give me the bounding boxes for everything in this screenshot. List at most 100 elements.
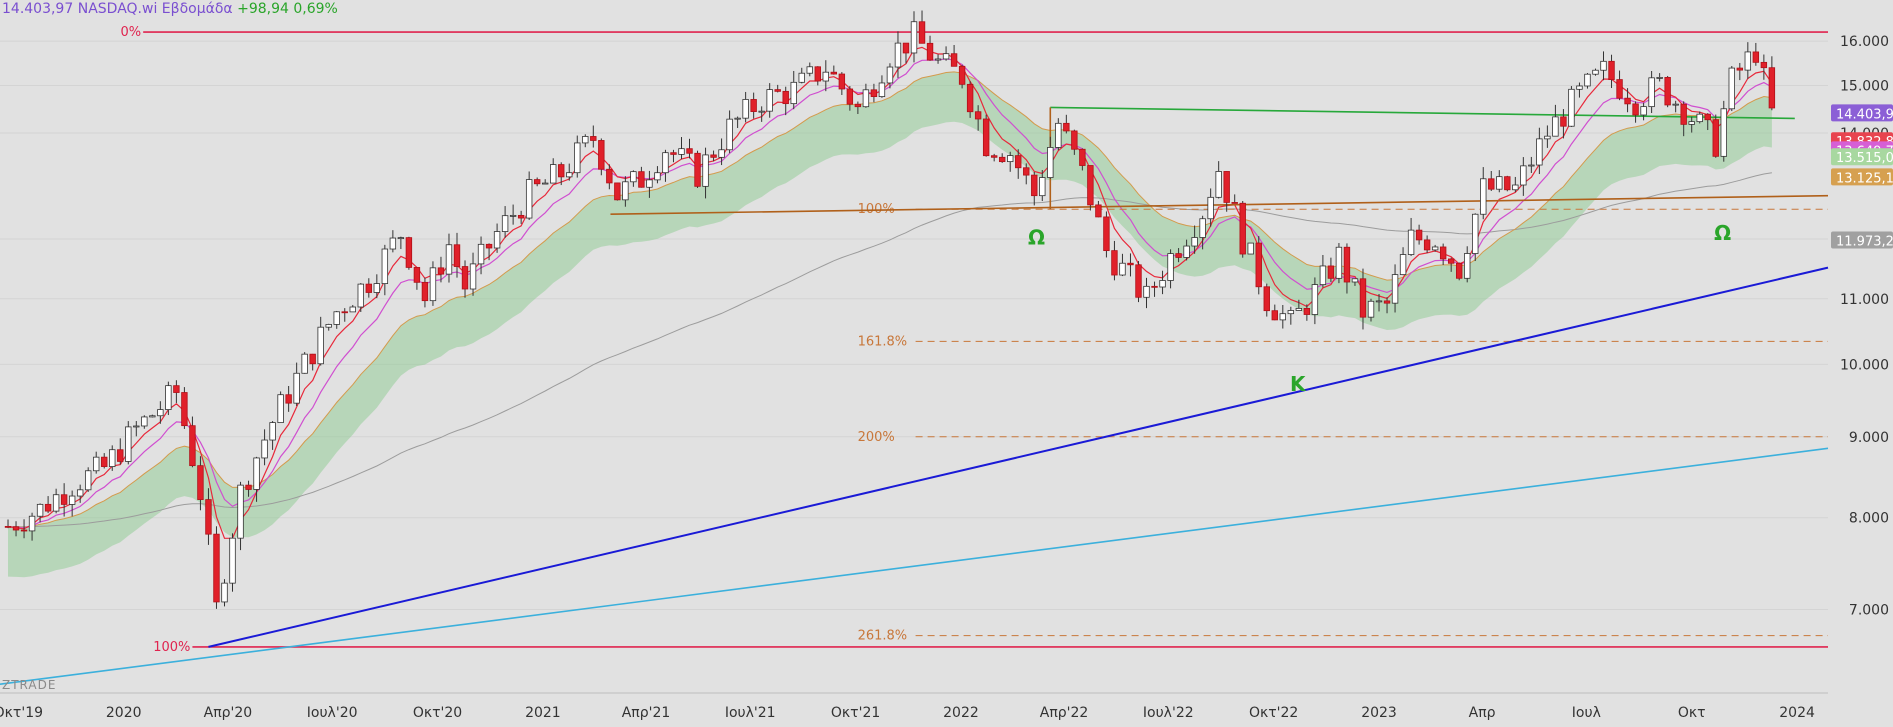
candle-body (1736, 67, 1744, 71)
candle-body (1688, 121, 1695, 125)
fib-level-label: 0% (121, 25, 142, 40)
candle-body (533, 179, 541, 185)
candle-body (1367, 300, 1375, 318)
candle-body (1472, 213, 1479, 254)
candle-body (1464, 253, 1471, 279)
candle-body (1191, 237, 1198, 247)
candle-body (389, 237, 397, 250)
candle-body (237, 484, 244, 539)
candle-body (469, 263, 477, 290)
candle-body (413, 267, 421, 283)
candle-body (582, 136, 589, 144)
candle-body (60, 494, 68, 505)
candle-body (1103, 216, 1110, 252)
candle-body (44, 503, 52, 512)
candle-body (1247, 242, 1254, 255)
candle-body (598, 140, 605, 170)
candle-body (1752, 51, 1760, 63)
candle-body (814, 66, 821, 82)
candle-body (1023, 167, 1030, 176)
pattern-label: Ω (1028, 226, 1045, 250)
candle-body (1351, 278, 1359, 283)
trendline-green-resistance (1050, 106, 1795, 120)
candle-body (782, 90, 789, 105)
x-tick-label: 2023 (1361, 705, 1397, 721)
candle-body (1568, 88, 1575, 127)
candle-body (622, 181, 629, 201)
candle-body (1744, 51, 1752, 71)
candle-body (1127, 262, 1134, 266)
candle-body (261, 439, 268, 459)
candle-body (36, 503, 44, 517)
candle-body (1431, 246, 1439, 251)
candle-body (1279, 313, 1287, 321)
candle-body (245, 484, 252, 490)
candle-body (846, 88, 854, 105)
x-tick-label: Ιουλ'22 (1143, 705, 1194, 721)
candle-body (1119, 262, 1126, 276)
candle-body (1183, 245, 1190, 258)
candle-body (1015, 155, 1022, 169)
candle-body (1143, 285, 1150, 298)
candle-body (1071, 130, 1078, 150)
candle-body (509, 214, 517, 217)
candle-body (445, 244, 453, 275)
candle-body (942, 53, 950, 60)
y-tick-label: 16.000 (1840, 34, 1889, 50)
candle-body (590, 136, 597, 141)
candle-body (614, 182, 621, 201)
y-tick-label: 7.000 (1849, 603, 1889, 619)
candle-body (125, 426, 132, 462)
x-tick-label: Απρ'20 (204, 705, 253, 721)
x-tick-label: 2021 (525, 705, 561, 721)
candle-body (1175, 253, 1182, 258)
candle-body (1447, 258, 1455, 264)
y-tick-label: 10.000 (1840, 357, 1889, 373)
fibonacci-levels: 0%100%161.8%200%261.8%100% (121, 25, 1828, 655)
candle-body (910, 21, 918, 54)
candle-body (1271, 310, 1278, 321)
candle-body (1423, 239, 1431, 251)
candle-body (229, 537, 236, 584)
candle-body (501, 215, 509, 232)
candle-body (1536, 138, 1543, 166)
candle-body (213, 533, 220, 603)
candle-body (1696, 113, 1703, 123)
candle-body (742, 99, 749, 119)
watermark-logo: ZTRADE (2, 678, 57, 692)
ma-20-line (7, 71, 1772, 528)
candle-body (854, 103, 862, 108)
candle-body (686, 148, 693, 154)
candle-body (790, 81, 797, 105)
candle-body (84, 470, 92, 491)
candle-body (894, 42, 902, 68)
candle-body (141, 416, 148, 427)
fib-level-label: 261.8% (858, 629, 908, 644)
candle-body (1079, 148, 1086, 166)
candle-body (165, 385, 172, 410)
candle-body (269, 422, 276, 441)
candle-body (1167, 253, 1174, 281)
candle-body (1728, 67, 1735, 110)
candle-body (1159, 280, 1166, 288)
candle-body (1207, 196, 1214, 220)
candle-body (1415, 229, 1423, 241)
candle-body (493, 231, 501, 249)
candle-body (950, 53, 958, 67)
candle-body (1496, 176, 1503, 190)
candle-body (349, 306, 356, 313)
x-tick-label: 2022 (943, 705, 979, 721)
candle-body (1039, 177, 1046, 197)
candle-body (566, 172, 573, 178)
candle-body (1648, 77, 1655, 108)
candle-body (774, 89, 781, 92)
header-change: +98,94 (237, 1, 289, 17)
y-tick-label: 11.000 (1840, 292, 1889, 308)
candle-body (429, 267, 437, 302)
header-symbol: NASDAQ.wi (77, 1, 158, 17)
candle-body (1359, 278, 1367, 318)
candle-body (173, 385, 180, 393)
candle-body (1672, 103, 1679, 106)
candle-body (870, 89, 878, 98)
